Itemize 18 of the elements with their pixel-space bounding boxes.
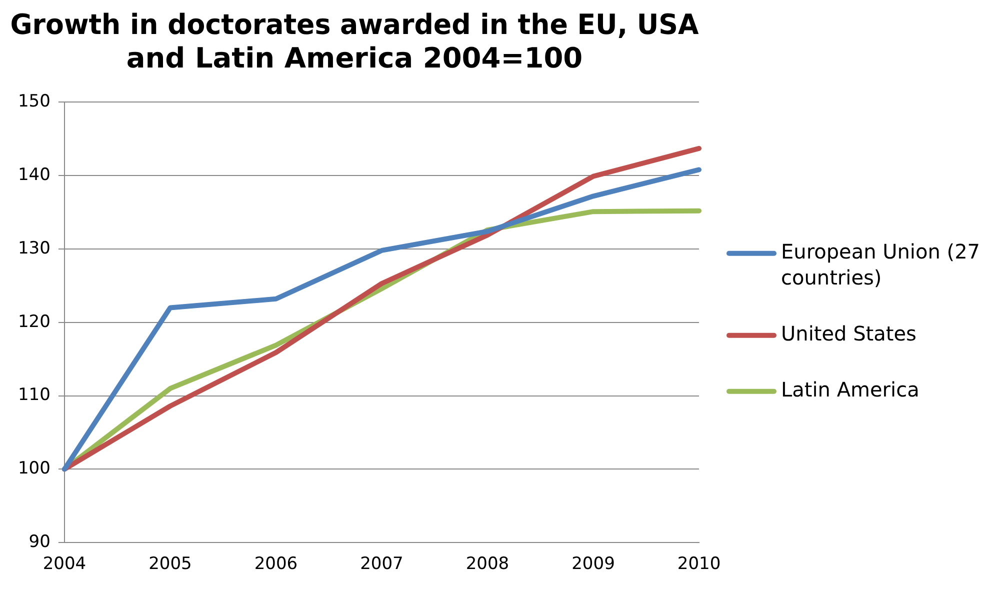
legend-label: European Union (27 countries) [781,240,980,290]
legend-label: Latin America [781,378,920,402]
y-tick-label: 110 [18,385,50,406]
y-tick-label: 90 [28,532,50,552]
y-tick-label: 130 [18,238,50,258]
x-tick-label: 2008 [466,554,510,574]
legend-label: United States [781,322,916,346]
x-tick-label: 2006 [254,554,298,574]
x-tick-label: 2010 [677,554,721,574]
x-tick-label: 2009 [572,554,615,574]
y-tick-label: 140 [18,165,50,186]
x-tick-label: 2004 [42,554,86,574]
y-tick-label: 120 [18,312,50,332]
x-tick-label: 2005 [148,554,192,574]
y-tick-label: 100 [18,458,50,479]
y-tick-label: 150 [18,92,50,112]
x-tick-label: 2007 [360,554,404,574]
chart-title: Growth in doctorates awarded in the EU, USA and Latin America 2004=100 [10,10,700,75]
